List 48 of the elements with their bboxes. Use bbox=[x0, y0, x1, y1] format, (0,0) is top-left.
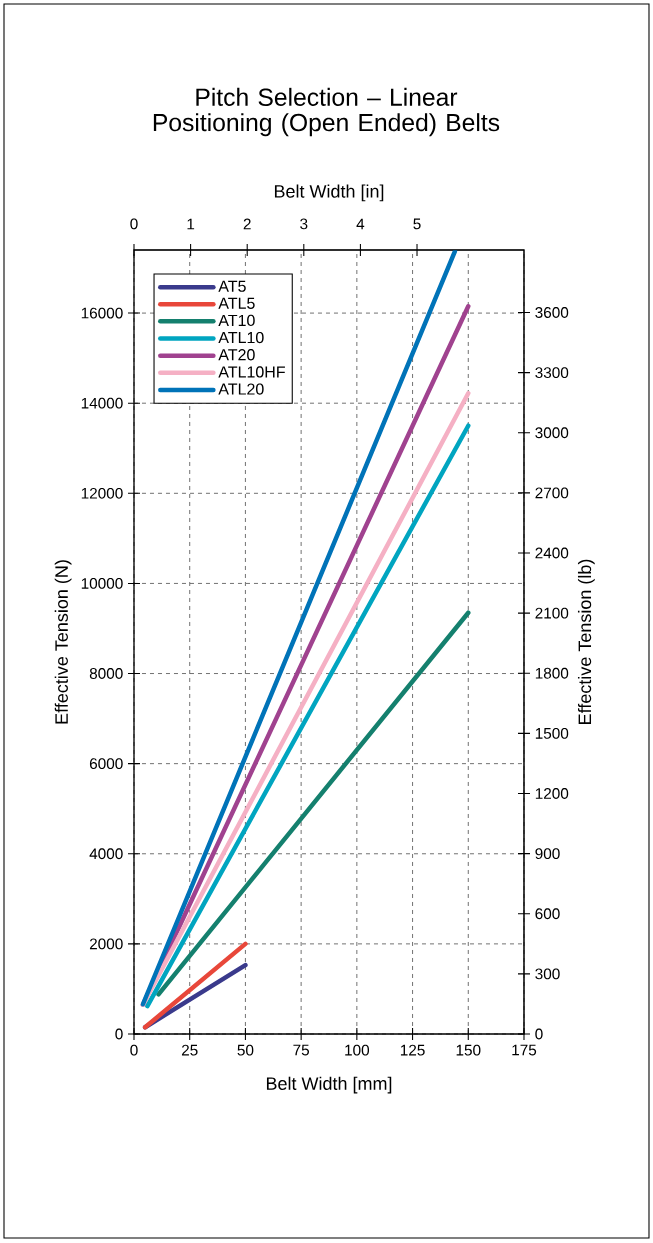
x-tick-label: 50 bbox=[237, 1044, 254, 1056]
legend-label: ATL20 bbox=[218, 383, 264, 395]
y-tick-label: 8000 bbox=[89, 668, 123, 679]
x-axis-title: Belt Width [mm] bbox=[266, 1076, 392, 1094]
y2-axis-title: Effective Tension (lb) bbox=[577, 559, 595, 724]
x-tick-label: 0 bbox=[130, 1044, 138, 1056]
x2-tick-label: 1 bbox=[187, 218, 195, 230]
y2-tick-label: 2100 bbox=[535, 607, 569, 619]
y2-tick-label: 600 bbox=[535, 908, 560, 920]
y2-tick-label: 3300 bbox=[535, 367, 569, 379]
y2-tick-label: 1800 bbox=[535, 667, 569, 679]
y-tick-label: 12000 bbox=[81, 487, 123, 499]
legend-label: AT10 bbox=[218, 314, 255, 327]
x2-tick-label: 0 bbox=[130, 218, 138, 230]
y2-tick-label: 900 bbox=[535, 848, 560, 860]
x-tick-label: 75 bbox=[293, 1044, 310, 1056]
x2-tick-label: 5 bbox=[413, 218, 421, 230]
x2-tick-label: 4 bbox=[356, 218, 365, 230]
x2-tick-label: 3 bbox=[300, 218, 308, 230]
x2-tick-label: 2 bbox=[243, 218, 251, 230]
x-tick-label: 175 bbox=[512, 1044, 537, 1056]
legend-label: ATL10HF bbox=[218, 366, 285, 378]
legend-label: ATL10 bbox=[218, 331, 264, 344]
chart-title: Pitch Selection – Linear Positioning (Open Ended) Belts bbox=[153, 87, 500, 137]
y-tick-label: 4000 bbox=[89, 848, 123, 860]
legend-label: ATL5 bbox=[218, 297, 255, 309]
y2-tick-label: 1500 bbox=[535, 727, 569, 739]
y-tick-label: 14000 bbox=[81, 397, 123, 409]
y2-tick-label: 0 bbox=[535, 1028, 543, 1040]
y2-tick-label: 1200 bbox=[535, 788, 569, 799]
x-tick-label: 25 bbox=[181, 1044, 198, 1056]
y-tick-label: 2000 bbox=[89, 938, 123, 950]
x-tick-label: 150 bbox=[456, 1044, 481, 1056]
y-tick-label: 10000 bbox=[81, 577, 123, 589]
legend-label: AT20 bbox=[218, 349, 255, 361]
y2-tick-label: 3000 bbox=[535, 427, 569, 439]
y2-tick-label: 2400 bbox=[535, 547, 569, 559]
legend-label: AT5 bbox=[218, 280, 246, 292]
y2-tick-label: 3600 bbox=[535, 307, 569, 318]
x-tick-label: 125 bbox=[400, 1044, 425, 1056]
x-tick-label: 100 bbox=[345, 1044, 370, 1056]
y-axis-title: Effective Tension (N) bbox=[54, 560, 72, 724]
y-tick-label: 6000 bbox=[89, 758, 123, 770]
y2-tick-label: 2700 bbox=[535, 487, 569, 499]
y-tick-label: 0 bbox=[115, 1028, 123, 1040]
y-tick-label: 16000 bbox=[81, 307, 123, 319]
x2-axis-title: Belt Width [in] bbox=[274, 184, 384, 202]
y2-tick-label: 300 bbox=[535, 968, 560, 980]
